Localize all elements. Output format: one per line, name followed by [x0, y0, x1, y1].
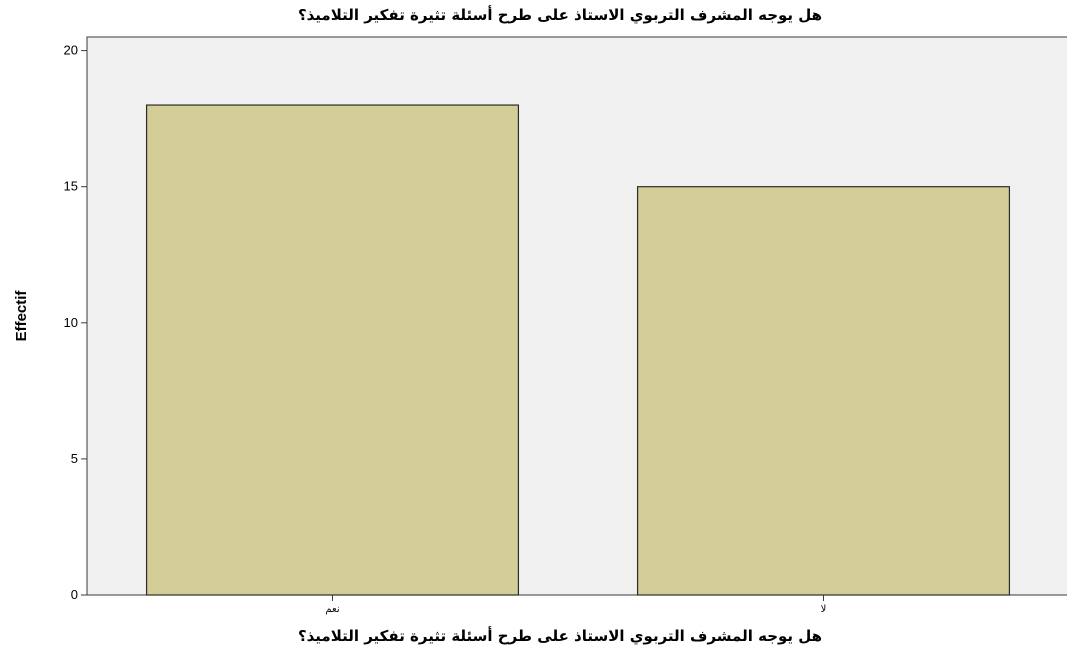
x-axis: نعم لا	[325, 595, 826, 615]
x-tick-label: نعم	[325, 604, 339, 615]
bar	[636, 186, 1011, 596]
y-tick-label: 5	[71, 451, 78, 466]
chart-title: هل يوجه المشرف التربوي الاستاذ على طرح أ…	[298, 5, 822, 25]
y-tick-label: 10	[64, 315, 78, 330]
x-tick-label: لا	[821, 604, 827, 615]
y-axis: 0 5 10 15 20	[64, 43, 87, 602]
y-tick-label: 20	[64, 43, 78, 58]
x-axis-title: هل يوجه المشرف التربوي الاستاذ على طرح أ…	[298, 626, 822, 646]
bars	[145, 104, 1011, 596]
y-tick-label: 15	[64, 179, 78, 194]
y-tick-label: 0	[71, 587, 78, 602]
y-axis-title: Effectif	[13, 290, 30, 342]
bar	[145, 104, 520, 596]
